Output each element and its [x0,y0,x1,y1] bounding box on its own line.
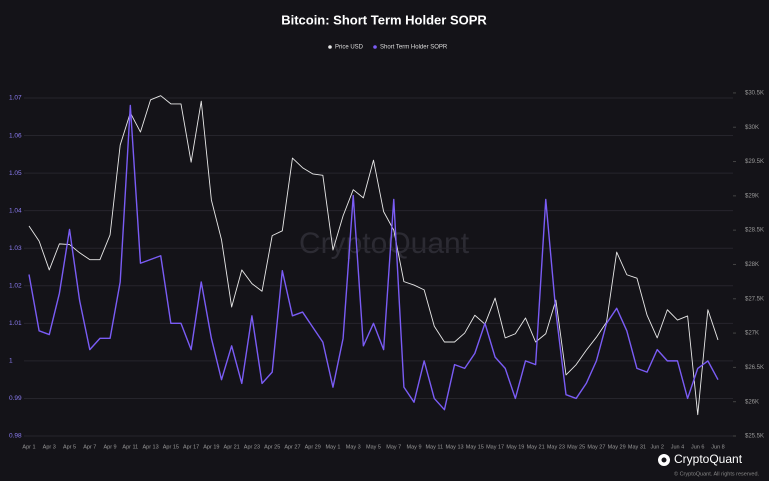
x-tick-label: May 15 [466,444,484,450]
y-tick-label: 1.04 [9,207,22,214]
x-tick-label: May 17 [486,444,504,450]
x-tick-label: May 27 [587,444,605,450]
y2-tick-label: $29.5K [745,159,764,165]
x-tick-label: May 25 [567,444,585,450]
x-tick-label: Apr 17 [183,444,199,450]
x-tick-label: May 31 [628,444,646,450]
x-tick-label: Apr 9 [103,444,116,450]
y2-tick-label: $26K [745,399,759,405]
copyright: © CryptoQuant. All rights reserved. [674,470,760,477]
x-tick-label: Apr 25 [264,444,280,450]
x-tick-label: Apr 15 [163,444,179,450]
x-tick-label: Jun 2 [650,444,663,450]
y2-tick-label: $26.5K [745,365,764,371]
x-tick-label: May 29 [608,444,626,450]
legend-label: Short Term Holder SOPR [380,45,448,51]
x-tick-label: Apr 19 [203,444,219,450]
y-tick-label: 1.03 [9,245,22,252]
chart-title: Bitcoin: Short Term Holder SOPR [281,12,487,27]
y2-tick-label: $25.5K [745,434,764,440]
brand-logo-hole [661,457,667,463]
x-tick-label: May 5 [366,444,381,450]
y-tick-label: 1 [9,358,13,365]
y2-tick-label: $30K [745,125,759,131]
y-tick-label: 0.99 [9,395,22,402]
x-tick-label: Apr 3 [43,444,56,450]
x-tick-label: May 23 [547,444,565,450]
y-tick-label: 1.06 [9,132,22,139]
x-tick-label: May 3 [346,444,361,450]
x-tick-label: May 19 [506,444,524,450]
x-tick-label: Apr 13 [142,444,158,450]
y-tick-label: 0.98 [9,433,22,440]
x-tick-label: May 13 [446,444,464,450]
x-tick-label: Jun 8 [711,444,724,450]
brand-name: CryptoQuant [674,452,743,466]
x-tick-label: Apr 21 [224,444,240,450]
watermark: CryptoQuant [299,227,470,260]
x-tick-label: Apr 11 [122,444,138,450]
x-tick-label: May 1 [325,444,340,450]
x-tick-label: May 7 [386,444,401,450]
x-tick-label: Jun 4 [671,444,684,450]
y-tick-label: 1.01 [9,320,22,327]
y2-tick-label: $29K [745,193,759,199]
y2-tick-label: $27K [745,331,759,337]
x-tick-label: Apr 23 [244,444,260,450]
series-line [28,104,719,411]
series-line [28,95,719,416]
y2-tick-label: $30.5K [745,91,764,97]
x-tick-label: May 9 [407,444,422,450]
x-tick-label: Jun 6 [691,444,704,450]
y-tick-label: 1.07 [9,95,22,102]
legend-marker [328,45,332,49]
x-tick-label: Apr 1 [22,444,35,450]
x-tick-label: Apr 27 [284,444,300,450]
x-tick-label: Apr 7 [83,444,96,450]
legend-marker [373,45,377,49]
y2-tick-label: $28.5K [745,228,764,234]
x-tick-label: May 11 [425,444,443,450]
y-tick-label: 1.05 [9,170,22,177]
y2-tick-label: $27.5K [745,296,764,302]
legend-label: Price USD [335,45,364,51]
x-tick-label: May 21 [527,444,545,450]
x-tick-label: Apr 29 [305,444,321,450]
y2-tick-label: $28K [745,262,759,268]
x-tick-label: Apr 5 [63,444,76,450]
y-tick-label: 1.02 [9,282,22,289]
